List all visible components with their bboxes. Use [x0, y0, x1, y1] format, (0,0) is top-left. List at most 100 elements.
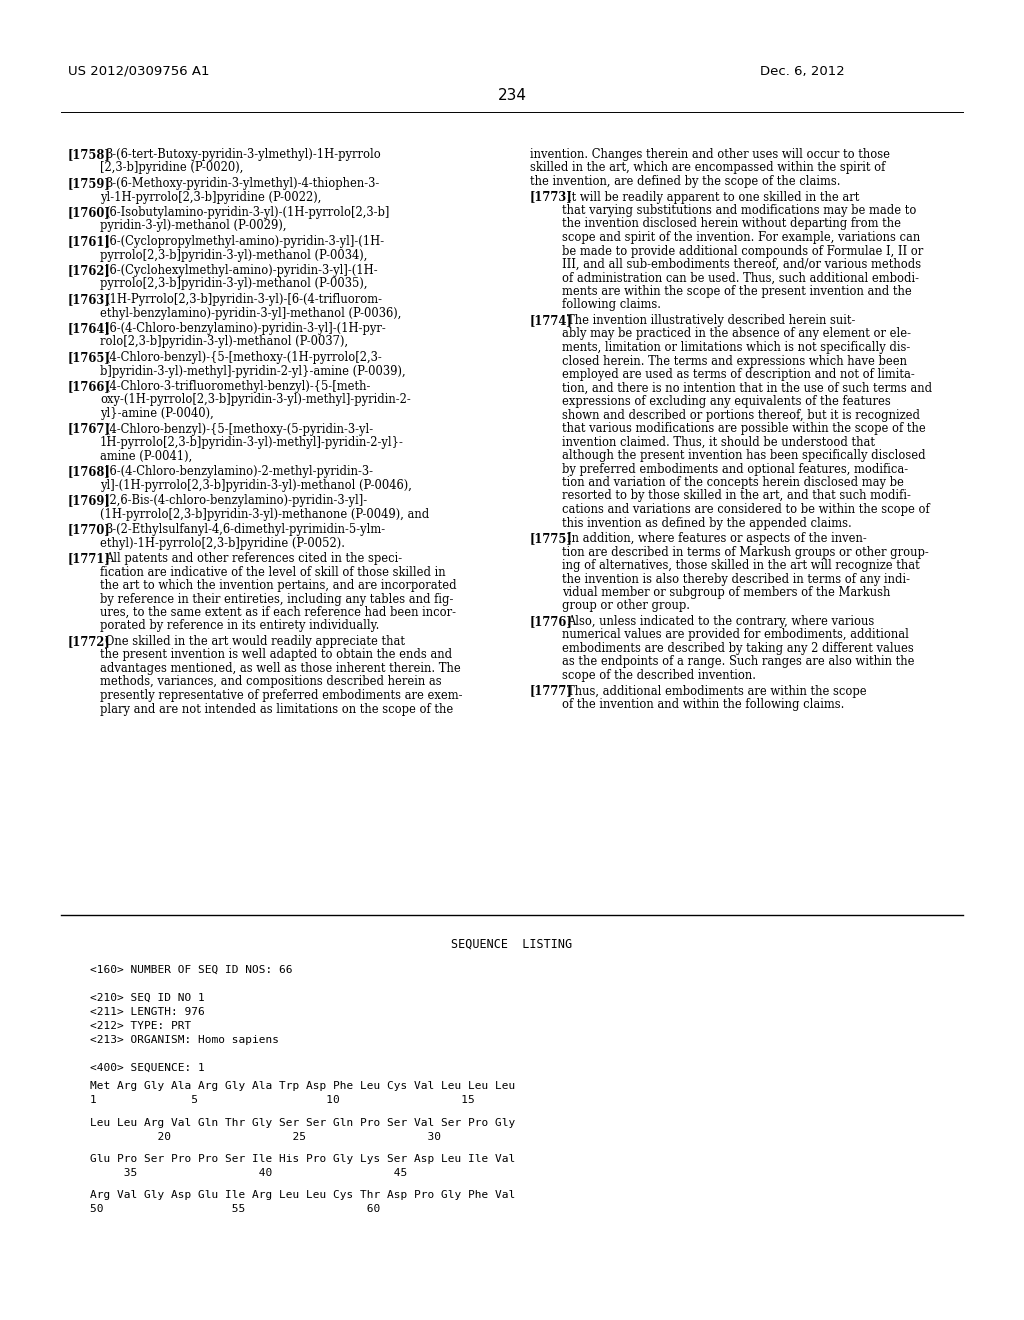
- Text: ments are within the scope of the present invention and the: ments are within the scope of the presen…: [562, 285, 911, 298]
- Text: One skilled in the art would readily appreciate that: One skilled in the art would readily app…: [105, 635, 406, 648]
- Text: (1H-pyrrolo[2,3-b]pyridin-3-yl)-methanone (P-0049), and: (1H-pyrrolo[2,3-b]pyridin-3-yl)-methanon…: [100, 507, 429, 520]
- Text: closed herein. The terms and expressions which have been: closed herein. The terms and expressions…: [562, 355, 907, 367]
- Text: Also, unless indicated to the contrary, where various: Also, unless indicated to the contrary, …: [567, 615, 874, 628]
- Text: [1759]: [1759]: [68, 177, 111, 190]
- Text: [1770]: [1770]: [68, 523, 111, 536]
- Text: invention. Changes therein and other uses will occur to those: invention. Changes therein and other use…: [530, 148, 890, 161]
- Text: following claims.: following claims.: [562, 298, 662, 312]
- Text: <400> SEQUENCE: 1: <400> SEQUENCE: 1: [90, 1063, 205, 1073]
- Text: Met Arg Gly Ala Arg Gly Ala Trp Asp Phe Leu Cys Val Leu Leu Leu: Met Arg Gly Ala Arg Gly Ala Trp Asp Phe …: [90, 1081, 515, 1092]
- Text: [1760]: [1760]: [68, 206, 111, 219]
- Text: pyrrolo[2,3-b]pyridin-3-yl)-methanol (P-0034),: pyrrolo[2,3-b]pyridin-3-yl)-methanol (P-…: [100, 248, 368, 261]
- Text: (4-Chloro-3-trifluoromethyl-benzyl)-{5-[meth-: (4-Chloro-3-trifluoromethyl-benzyl)-{5-[…: [105, 380, 371, 393]
- Text: skilled in the art, which are encompassed within the spirit of: skilled in the art, which are encompasse…: [530, 161, 886, 174]
- Text: that various modifications are possible within the scope of the: that various modifications are possible …: [562, 422, 926, 436]
- Text: [1763]: [1763]: [68, 293, 111, 306]
- Text: 234: 234: [498, 88, 526, 103]
- Text: 50                   55                  60: 50 55 60: [90, 1204, 380, 1214]
- Text: The invention illustratively described herein suit-: The invention illustratively described h…: [567, 314, 856, 327]
- Text: amine (P-0041),: amine (P-0041),: [100, 450, 193, 462]
- Text: (6-Isobutylamino-pyridin-3-yl)-(1H-pyrrolo[2,3-b]: (6-Isobutylamino-pyridin-3-yl)-(1H-pyrro…: [105, 206, 390, 219]
- Text: [1758]: [1758]: [68, 148, 111, 161]
- Text: <213> ORGANISM: Homo sapiens: <213> ORGANISM: Homo sapiens: [90, 1035, 279, 1045]
- Text: the invention disclosed herein without departing from the: the invention disclosed herein without d…: [562, 218, 901, 231]
- Text: (1H-Pyrrolo[2,3-b]pyridin-3-yl)-[6-(4-trifluorom-: (1H-Pyrrolo[2,3-b]pyridin-3-yl)-[6-(4-tr…: [105, 293, 382, 306]
- Text: pyrrolo[2,3-b]pyridin-3-yl)-methanol (P-0035),: pyrrolo[2,3-b]pyridin-3-yl)-methanol (P-…: [100, 277, 368, 290]
- Text: [1776]: [1776]: [530, 615, 572, 628]
- Text: ments, limitation or limitations which is not specifically dis-: ments, limitation or limitations which i…: [562, 341, 910, 354]
- Text: the invention is also thereby described in terms of any indi-: the invention is also thereby described …: [562, 573, 910, 586]
- Text: yl}-amine (P-0040),: yl}-amine (P-0040),: [100, 407, 214, 420]
- Text: although the present invention has been specifically disclosed: although the present invention has been …: [562, 449, 926, 462]
- Text: [1768]: [1768]: [68, 465, 111, 478]
- Text: [2,3-b]pyridine (P-0020),: [2,3-b]pyridine (P-0020),: [100, 161, 244, 174]
- Text: 20                  25                  30: 20 25 30: [90, 1131, 441, 1142]
- Text: [1772]: [1772]: [68, 635, 111, 648]
- Text: [1771]: [1771]: [68, 552, 111, 565]
- Text: [1773]: [1773]: [530, 190, 572, 203]
- Text: Dec. 6, 2012: Dec. 6, 2012: [760, 65, 845, 78]
- Text: resorted to by those skilled in the art, and that such modifi-: resorted to by those skilled in the art,…: [562, 490, 911, 503]
- Text: oxy-(1H-pyrrolo[2,3-b]pyridin-3-yl)-methyl]-pyridin-2-: oxy-(1H-pyrrolo[2,3-b]pyridin-3-yl)-meth…: [100, 393, 411, 407]
- Text: Glu Pro Ser Pro Pro Ser Ile His Pro Gly Lys Ser Asp Leu Ile Val: Glu Pro Ser Pro Pro Ser Ile His Pro Gly …: [90, 1154, 515, 1164]
- Text: 35                  40                  45: 35 40 45: [90, 1168, 408, 1177]
- Text: the present invention is well adapted to obtain the ends and: the present invention is well adapted to…: [100, 648, 453, 661]
- Text: by reference in their entireties, including any tables and fig-: by reference in their entireties, includ…: [100, 593, 454, 606]
- Text: methods, variances, and compositions described herein as: methods, variances, and compositions des…: [100, 676, 441, 689]
- Text: yl-1H-pyrrolo[2,3-b]pyridine (P-0022),: yl-1H-pyrrolo[2,3-b]pyridine (P-0022),: [100, 190, 322, 203]
- Text: (4-Chloro-benzyl)-{5-[methoxy-(5-pyridin-3-yl-: (4-Chloro-benzyl)-{5-[methoxy-(5-pyridin…: [105, 422, 374, 436]
- Text: <160> NUMBER OF SEQ ID NOS: 66: <160> NUMBER OF SEQ ID NOS: 66: [90, 965, 293, 975]
- Text: pyridin-3-yl)-methanol (P-0029),: pyridin-3-yl)-methanol (P-0029),: [100, 219, 287, 232]
- Text: b]pyridin-3-yl)-methyl]-pyridin-2-yl}-amine (P-0039),: b]pyridin-3-yl)-methyl]-pyridin-2-yl}-am…: [100, 364, 406, 378]
- Text: Thus, additional embodiments are within the scope: Thus, additional embodiments are within …: [567, 685, 867, 697]
- Text: Arg Val Gly Asp Glu Ile Arg Leu Leu Cys Thr Asp Pro Gly Phe Val: Arg Val Gly Asp Glu Ile Arg Leu Leu Cys …: [90, 1191, 515, 1200]
- Text: [6-(Cyclohexylmethyl-amino)-pyridin-3-yl]-(1H-: [6-(Cyclohexylmethyl-amino)-pyridin-3-yl…: [105, 264, 378, 277]
- Text: 3-(2-Ethylsulfanyl-4,6-dimethyl-pyrimidin-5-ylm-: 3-(2-Ethylsulfanyl-4,6-dimethyl-pyrimidi…: [105, 523, 385, 536]
- Text: [1766]: [1766]: [68, 380, 111, 393]
- Text: In addition, where features or aspects of the inven-: In addition, where features or aspects o…: [567, 532, 867, 545]
- Text: tion and variation of the concepts herein disclosed may be: tion and variation of the concepts herei…: [562, 477, 904, 488]
- Text: [1774]: [1774]: [530, 314, 572, 327]
- Text: group or other group.: group or other group.: [562, 599, 690, 612]
- Text: [1765]: [1765]: [68, 351, 111, 364]
- Text: ethyl)-1H-pyrrolo[2,3-b]pyridine (P-0052).: ethyl)-1H-pyrrolo[2,3-b]pyridine (P-0052…: [100, 536, 345, 549]
- Text: employed are used as terms of description and not of limita-: employed are used as terms of descriptio…: [562, 368, 914, 381]
- Text: be made to provide additional compounds of Formulae I, II or: be made to provide additional compounds …: [562, 244, 924, 257]
- Text: US 2012/0309756 A1: US 2012/0309756 A1: [68, 65, 210, 78]
- Text: of administration can be used. Thus, such additional embodi-: of administration can be used. Thus, suc…: [562, 272, 919, 285]
- Text: the invention, are defined by the scope of the claims.: the invention, are defined by the scope …: [530, 176, 841, 187]
- Text: ably may be practiced in the absence of any element or ele-: ably may be practiced in the absence of …: [562, 327, 911, 341]
- Text: [1767]: [1767]: [68, 422, 111, 436]
- Text: scope of the described invention.: scope of the described invention.: [562, 669, 756, 682]
- Text: tion are described in terms of Markush groups or other group-: tion are described in terms of Markush g…: [562, 545, 929, 558]
- Text: <210> SEQ ID NO 1: <210> SEQ ID NO 1: [90, 993, 205, 1003]
- Text: that varying substitutions and modifications may be made to: that varying substitutions and modificat…: [562, 205, 916, 216]
- Text: SEQUENCE  LISTING: SEQUENCE LISTING: [452, 939, 572, 950]
- Text: 1H-pyrrolo[2,3-b]pyridin-3-yl)-methyl]-pyridin-2-yl}-: 1H-pyrrolo[2,3-b]pyridin-3-yl)-methyl]-p…: [100, 436, 403, 449]
- Text: ing of alternatives, those skilled in the art will recognize that: ing of alternatives, those skilled in th…: [562, 558, 920, 572]
- Text: <212> TYPE: PRT: <212> TYPE: PRT: [90, 1020, 191, 1031]
- Text: expressions of excluding any equivalents of the features: expressions of excluding any equivalents…: [562, 395, 891, 408]
- Text: of the invention and within the following claims.: of the invention and within the followin…: [562, 698, 845, 711]
- Text: 1              5                   10                  15: 1 5 10 15: [90, 1096, 475, 1105]
- Text: [1764]: [1764]: [68, 322, 111, 335]
- Text: [6-(4-Chloro-benzylamino)-2-methyl-pyridin-3-: [6-(4-Chloro-benzylamino)-2-methyl-pyrid…: [105, 465, 374, 478]
- Text: advantages mentioned, as well as those inherent therein. The: advantages mentioned, as well as those i…: [100, 663, 461, 675]
- Text: [6-(4-Chloro-benzylamino)-pyridin-3-yl]-(1H-pyr-: [6-(4-Chloro-benzylamino)-pyridin-3-yl]-…: [105, 322, 386, 335]
- Text: cations and variations are considered to be within the scope of: cations and variations are considered to…: [562, 503, 930, 516]
- Text: Leu Leu Arg Val Gln Thr Gly Ser Ser Gln Pro Ser Val Ser Pro Gly: Leu Leu Arg Val Gln Thr Gly Ser Ser Gln …: [90, 1118, 515, 1127]
- Text: [6-(Cyclopropylmethyl-amino)-pyridin-3-yl]-(1H-: [6-(Cyclopropylmethyl-amino)-pyridin-3-y…: [105, 235, 385, 248]
- Text: [1769]: [1769]: [68, 494, 111, 507]
- Text: this invention as defined by the appended claims.: this invention as defined by the appende…: [562, 516, 852, 529]
- Text: numerical values are provided for embodiments, additional: numerical values are provided for embodi…: [562, 628, 909, 642]
- Text: [1777]: [1777]: [530, 685, 572, 697]
- Text: It will be readily apparent to one skilled in the art: It will be readily apparent to one skill…: [567, 190, 860, 203]
- Text: embodiments are described by taking any 2 different values: embodiments are described by taking any …: [562, 642, 913, 655]
- Text: III, and all sub-embodiments thereof, and/or various methods: III, and all sub-embodiments thereof, an…: [562, 257, 922, 271]
- Text: the art to which the invention pertains, and are incorporated: the art to which the invention pertains,…: [100, 579, 457, 591]
- Text: [1762]: [1762]: [68, 264, 111, 277]
- Text: fication are indicative of the level of skill of those skilled in: fication are indicative of the level of …: [100, 565, 445, 578]
- Text: All patents and other references cited in the speci-: All patents and other references cited i…: [105, 552, 402, 565]
- Text: by preferred embodiments and optional features, modifica-: by preferred embodiments and optional fe…: [562, 462, 908, 475]
- Text: rolo[2,3-b]pyridin-3-yl)-methanol (P-0037),: rolo[2,3-b]pyridin-3-yl)-methanol (P-003…: [100, 335, 348, 348]
